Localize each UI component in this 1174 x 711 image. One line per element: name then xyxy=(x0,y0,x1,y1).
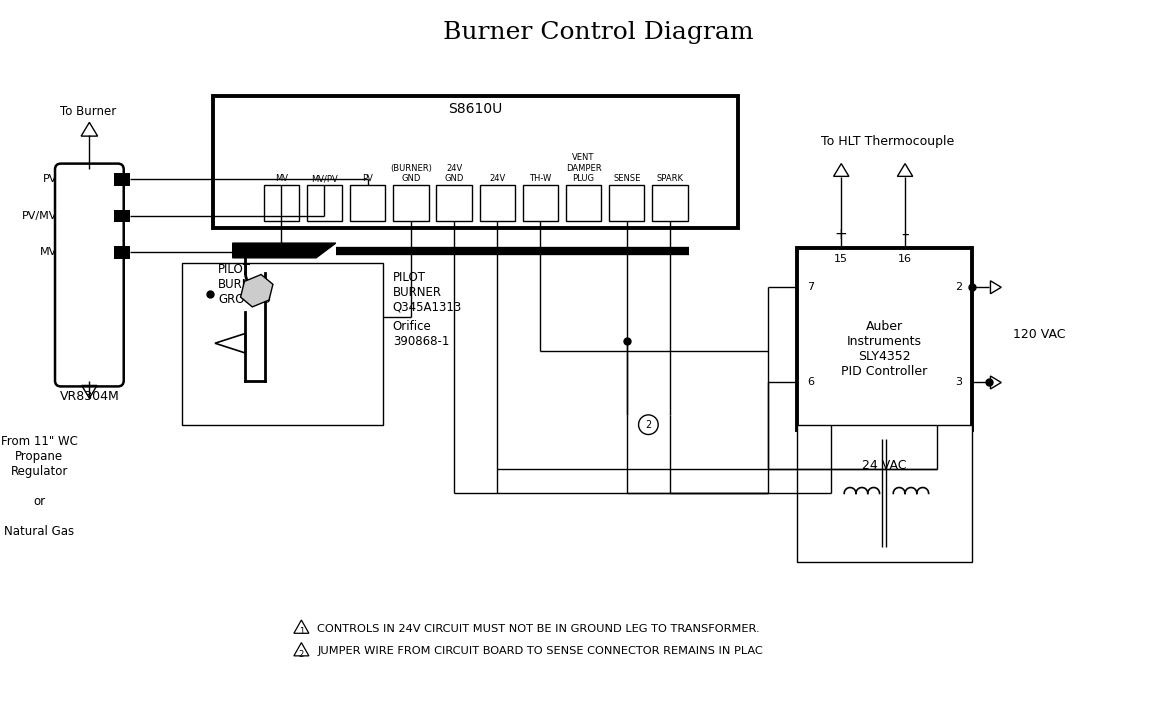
Bar xyxy=(393,185,429,220)
Text: PV/MV: PV/MV xyxy=(21,210,58,220)
Text: +: + xyxy=(835,227,848,242)
Text: 2: 2 xyxy=(954,282,962,292)
Text: 6: 6 xyxy=(807,378,814,387)
Text: Orifice
390868-1: Orifice 390868-1 xyxy=(392,320,448,348)
Text: 2: 2 xyxy=(646,419,652,429)
Text: MV: MV xyxy=(40,247,58,257)
Text: 1: 1 xyxy=(298,627,304,636)
Text: MV: MV xyxy=(275,174,288,183)
Text: PV: PV xyxy=(363,174,373,183)
Bar xyxy=(566,185,601,220)
Text: PILOT
BURNER
GROUND: PILOT BURNER GROUND xyxy=(218,263,271,306)
Text: 3: 3 xyxy=(954,378,962,387)
Text: To HLT Thermocouple: To HLT Thermocouple xyxy=(822,135,954,148)
Text: JUMPER WIRE FROM CIRCUIT BOARD TO SENSE CONNECTOR REMAINS IN PLAC: JUMPER WIRE FROM CIRCUIT BOARD TO SENSE … xyxy=(317,646,763,656)
Text: (BURNER)
GND: (BURNER) GND xyxy=(390,164,432,183)
Text: SPARK: SPARK xyxy=(656,174,683,183)
Bar xyxy=(212,96,738,228)
Bar xyxy=(522,185,558,220)
Polygon shape xyxy=(241,274,272,307)
Text: 7: 7 xyxy=(807,282,814,292)
Text: SENSE: SENSE xyxy=(613,174,641,183)
Text: 24V
GND: 24V GND xyxy=(444,164,464,183)
Text: PILOT
BURNER
Q345A1313: PILOT BURNER Q345A1313 xyxy=(392,271,461,314)
Bar xyxy=(182,263,383,424)
Text: PV: PV xyxy=(42,174,58,184)
Bar xyxy=(653,185,688,220)
Text: From 11" WC
Propane
Regulator

or

Natural Gas: From 11" WC Propane Regulator or Natural… xyxy=(1,434,77,538)
Text: VENT
DAMPER
PLUG: VENT DAMPER PLUG xyxy=(566,154,601,183)
Bar xyxy=(797,248,972,429)
Text: 16: 16 xyxy=(898,254,912,264)
Text: CONTROLS IN 24V CIRCUIT MUST NOT BE IN GROUND LEG TO TRANSFORMER.: CONTROLS IN 24V CIRCUIT MUST NOT BE IN G… xyxy=(317,624,760,634)
Text: –: – xyxy=(902,227,909,242)
Bar xyxy=(306,185,342,220)
Text: 2: 2 xyxy=(298,650,304,659)
Bar xyxy=(114,246,129,259)
Bar xyxy=(350,185,385,220)
Text: 15: 15 xyxy=(835,254,849,264)
Text: VR8304M: VR8304M xyxy=(60,390,120,403)
Bar xyxy=(797,424,972,562)
Text: To Burner: To Burner xyxy=(60,105,116,119)
Polygon shape xyxy=(232,243,336,258)
Text: TH-W: TH-W xyxy=(529,174,552,183)
Bar xyxy=(437,185,472,220)
Text: 24V: 24V xyxy=(490,174,505,183)
Bar xyxy=(264,185,299,220)
Text: S8610U: S8610U xyxy=(448,102,502,116)
Bar xyxy=(609,185,645,220)
Text: Burner Control Diagram: Burner Control Diagram xyxy=(443,21,753,44)
Bar xyxy=(114,173,129,186)
Text: 24 VAC: 24 VAC xyxy=(862,459,906,472)
Text: MV/PV: MV/PV xyxy=(311,174,338,183)
FancyBboxPatch shape xyxy=(55,164,123,386)
Bar xyxy=(479,185,515,220)
Bar xyxy=(114,210,129,223)
Text: Auber
Instruments
SLY4352
PID Controller: Auber Instruments SLY4352 PID Controller xyxy=(842,320,927,378)
Text: 120 VAC: 120 VAC xyxy=(1013,328,1066,341)
